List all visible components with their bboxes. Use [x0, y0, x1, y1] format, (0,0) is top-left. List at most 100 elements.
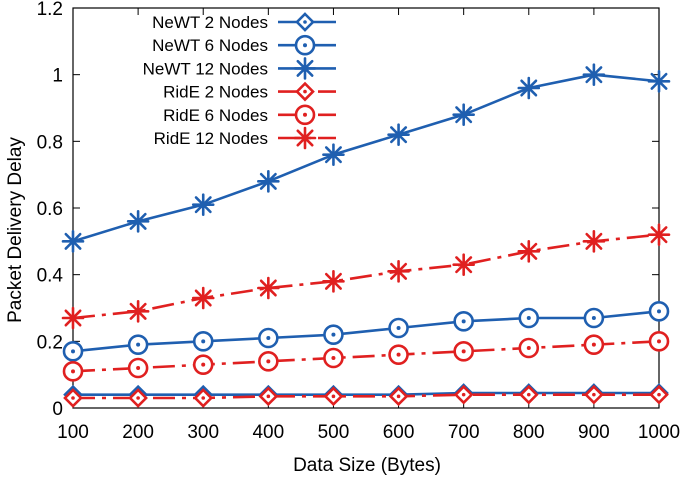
x-tick-label: 900 — [578, 422, 610, 443]
marker-dot — [71, 369, 75, 374]
data-point — [128, 388, 148, 408]
marker-star — [582, 230, 606, 253]
data-point — [258, 327, 279, 349]
data-point — [322, 270, 345, 293]
marker-dot — [266, 359, 271, 364]
marker-dot — [396, 352, 401, 357]
marker-star — [517, 240, 541, 263]
marker-dot — [266, 394, 271, 399]
marker-star — [452, 253, 475, 276]
data-point — [193, 388, 214, 408]
data-point — [63, 388, 83, 408]
legend-swatch-marker — [293, 126, 317, 150]
series-newt-6-nodes — [62, 301, 670, 362]
data-point — [62, 361, 84, 382]
data-point — [323, 347, 344, 369]
data-point — [61, 306, 85, 330]
data-point — [192, 331, 214, 352]
data-point — [584, 384, 604, 405]
marker-star — [322, 270, 345, 293]
series-layer — [61, 63, 671, 408]
data-point — [518, 337, 540, 359]
marker-dot — [201, 339, 206, 344]
marker-dot — [657, 392, 661, 397]
x-tick-label: 600 — [383, 422, 415, 443]
marker-dot — [396, 394, 401, 399]
marker-dot — [526, 346, 531, 350]
data-point — [62, 341, 84, 362]
data-point — [518, 307, 540, 329]
marker-dot — [303, 89, 307, 94]
marker-dot — [303, 20, 307, 24]
data-point — [258, 386, 279, 407]
series-line — [73, 393, 659, 400]
data-point — [322, 143, 345, 166]
legend-item: NeWT 12 Nodes — [143, 57, 336, 80]
y-tick-label: 0.6 — [37, 199, 63, 220]
marker-dot — [591, 316, 596, 320]
legend-swatch-marker — [294, 34, 316, 56]
data-point — [126, 300, 150, 323]
series-line — [72, 340, 660, 373]
legend-item: NeWT 6 Nodes — [152, 34, 336, 56]
legend-item: RidE 6 Nodes — [163, 104, 336, 126]
series-ride-12-nodes — [61, 223, 671, 330]
marker-dot — [136, 342, 141, 347]
legend-swatch-marker — [293, 57, 317, 80]
marker-star — [61, 230, 85, 253]
data-point — [452, 253, 475, 276]
marker-star — [61, 306, 85, 330]
marker-dot — [201, 396, 206, 400]
marker-star — [517, 76, 541, 100]
y-tick-label: 0.8 — [37, 132, 63, 153]
marker-dot — [71, 396, 75, 400]
data-point — [387, 123, 410, 146]
data-point — [127, 357, 149, 379]
marker-star — [582, 63, 606, 86]
marker-dot — [591, 342, 596, 347]
marker-dot — [71, 349, 75, 354]
data-point — [518, 384, 539, 405]
legend-label: NeWT 6 Nodes — [152, 36, 268, 55]
legend-label: RidE 12 Nodes — [154, 129, 268, 148]
data-point — [583, 334, 605, 355]
data-point — [388, 344, 409, 365]
data-point — [191, 193, 215, 216]
legend-label: NeWT 12 Nodes — [143, 59, 268, 78]
legend-item: NeWT 2 Nodes — [152, 12, 336, 32]
marker-dot — [303, 43, 307, 48]
legend-label: NeWT 2 Nodes — [152, 13, 268, 32]
legend: NeWT 2 Nodes NeWT 6 Nodes NeWT 12 Nodes Rid… — [143, 12, 336, 150]
marker-star — [647, 223, 671, 246]
y-axis-title: Packet Delivery Delay — [5, 137, 26, 323]
data-point — [453, 384, 474, 405]
x-tick-label: 800 — [513, 422, 545, 443]
data-point — [257, 170, 280, 193]
data-point — [517, 240, 541, 263]
series-newt-12-nodes — [61, 63, 671, 253]
x-axis: 100 200 300 400 500 600 700 800 900 1000 — [57, 8, 680, 443]
data-point — [453, 311, 474, 332]
marker-star — [293, 126, 317, 150]
y-tick-label: 0.4 — [37, 266, 64, 287]
marker-dot — [461, 349, 466, 354]
series-line — [72, 310, 660, 353]
x-tick-label: 300 — [187, 422, 219, 443]
legend-swatch-marker — [295, 12, 315, 32]
x-axis-title: Data Size (Bytes) — [293, 455, 441, 476]
x-tick-label: 700 — [448, 422, 480, 443]
series-line — [73, 391, 659, 396]
data-point — [583, 307, 605, 329]
data-point — [647, 70, 671, 93]
data-point — [323, 386, 344, 407]
data-point — [388, 386, 409, 407]
marker-star — [322, 143, 345, 166]
marker-star — [452, 103, 475, 126]
data-point — [387, 260, 410, 283]
series-line — [72, 233, 660, 320]
data-point — [452, 103, 475, 126]
marker-dot — [266, 336, 271, 340]
y-tick-label: 0.2 — [37, 332, 63, 353]
data-point — [649, 384, 669, 405]
